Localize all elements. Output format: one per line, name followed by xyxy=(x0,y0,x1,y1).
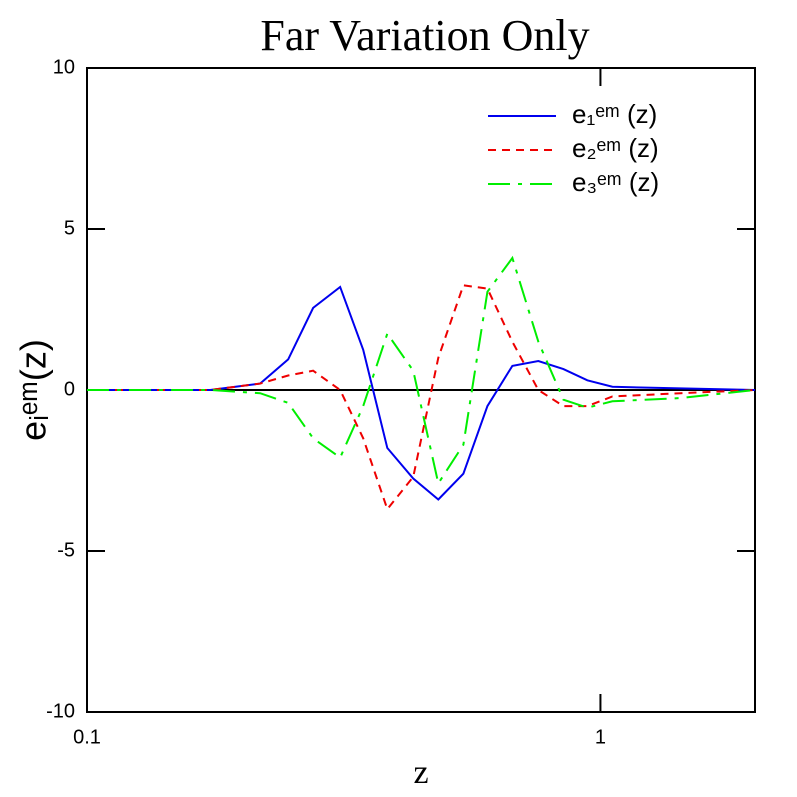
y-tick-label: -10 xyxy=(46,700,75,722)
legend-label: e₃ᵉᵐ (z) xyxy=(572,167,659,197)
y-tick-label: 0 xyxy=(64,378,75,400)
x-axis-label: z xyxy=(413,754,428,791)
y-tick-label: -5 xyxy=(57,539,75,561)
x-tick-label: 0.1 xyxy=(73,726,101,748)
y-tick-label: 5 xyxy=(64,217,75,239)
y-tick-label: 10 xyxy=(53,56,75,78)
legend-label: e₁ᵉᵐ (z) xyxy=(572,99,657,129)
series-line xyxy=(87,284,756,512)
chart-title: Far Variation Only xyxy=(260,11,589,60)
series-line xyxy=(87,255,756,486)
series-line xyxy=(87,285,756,501)
legend-label: e₂ᵉᵐ (z) xyxy=(572,133,659,163)
y-axis-label: eᵢᵉᵐ(z) xyxy=(13,339,54,441)
x-tick-label: 1 xyxy=(595,726,606,748)
